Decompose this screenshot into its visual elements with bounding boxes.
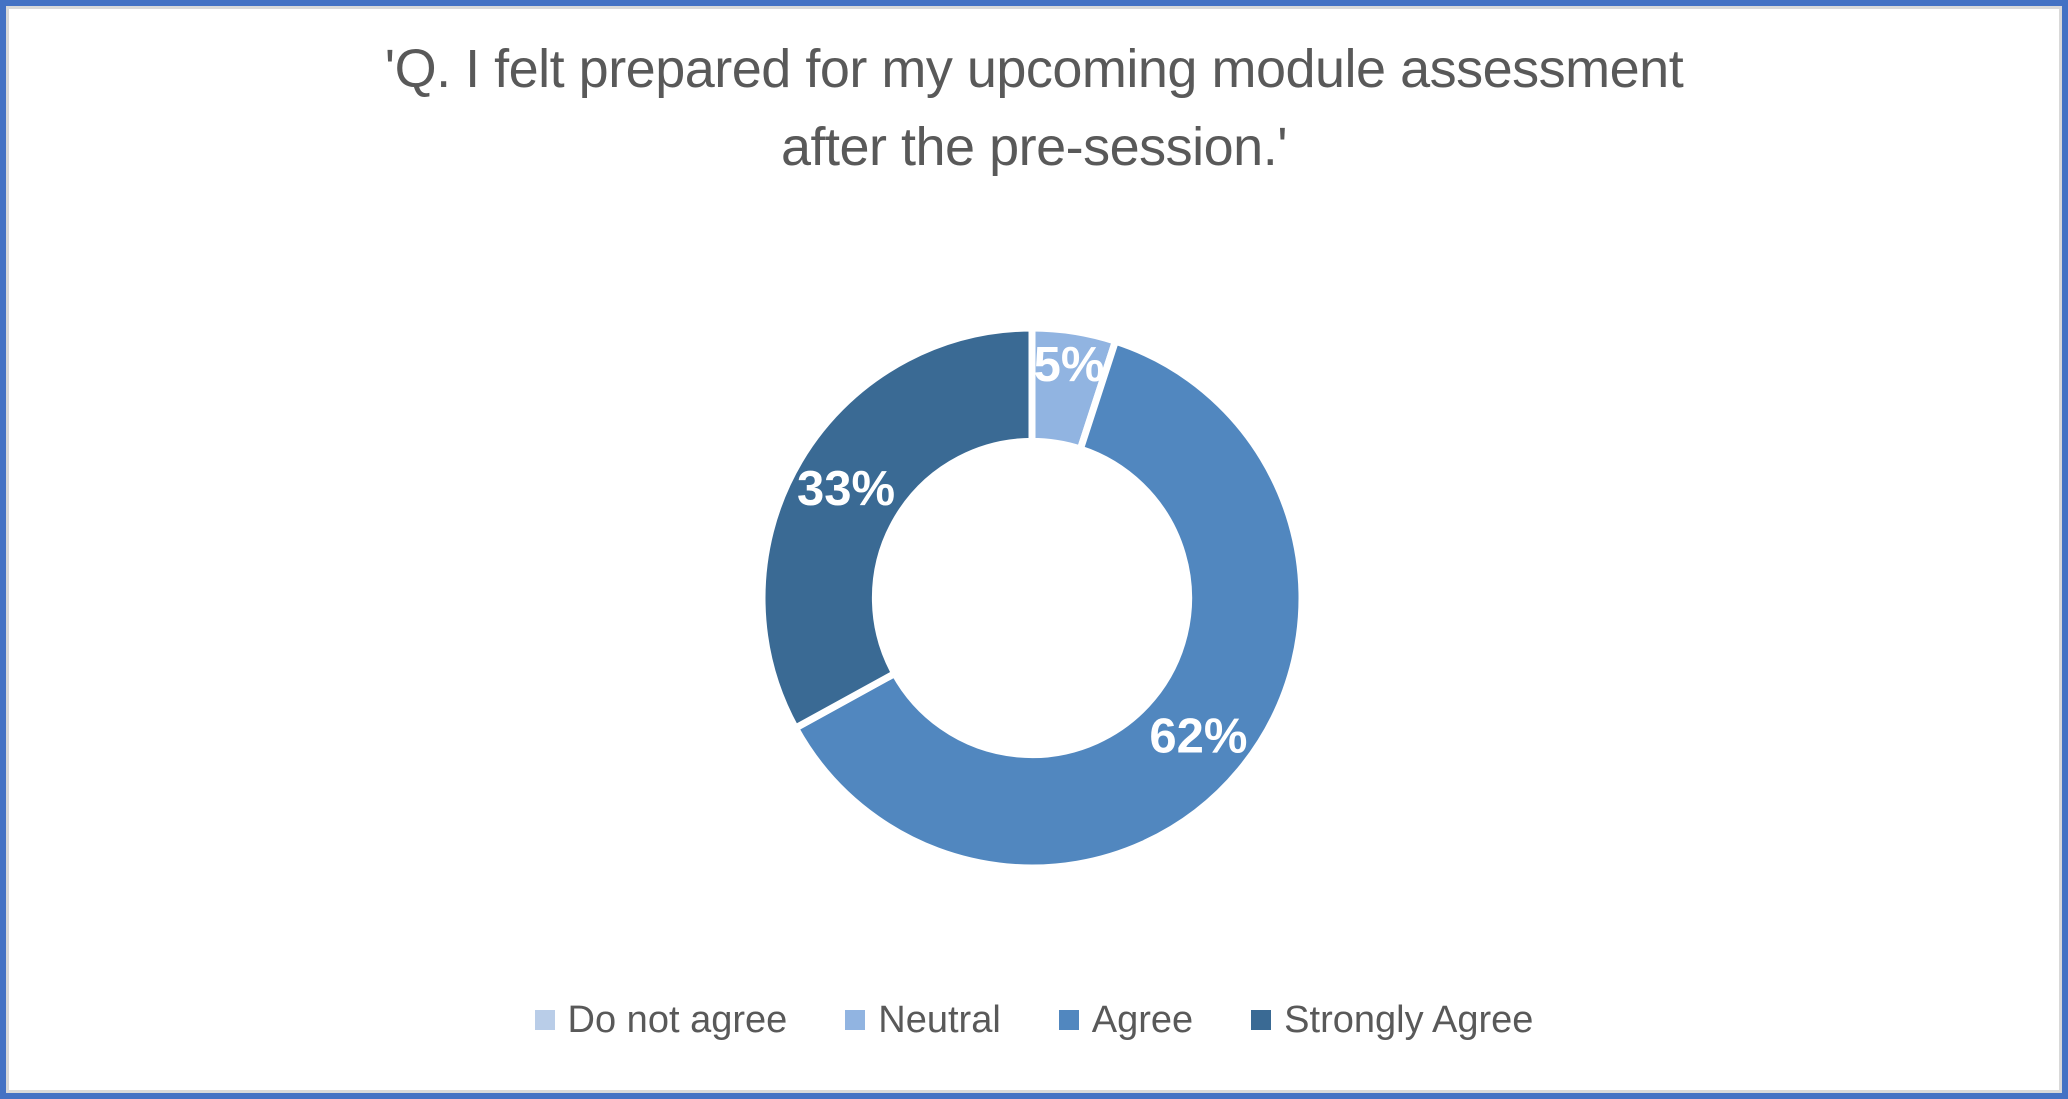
legend-item-do-not-agree[interactable]: Do not agree	[534, 998, 788, 1042]
chart-title-line1: 'Q. I felt prepared for my upcoming modu…	[384, 39, 1684, 99]
donut-slice-strongly-agree[interactable]	[758, 324, 1036, 733]
donut-slice-agree[interactable]	[790, 336, 1306, 872]
legend-item-agree[interactable]: Agree	[1058, 998, 1194, 1042]
legend-swatch-neutral	[845, 1010, 866, 1030]
data-label-neutral: 5%	[1034, 338, 1105, 392]
legend-label-neutral: Neutral	[878, 998, 1001, 1041]
legend-label-do-not-agree: Do not agree	[567, 998, 788, 1041]
legend-label-agree: Agree	[1091, 998, 1194, 1041]
chart-legend: Do not agree Neutral Agree Strongly Agree	[0, 996, 2068, 1044]
donut-chart: 5% 62% 33%	[758, 324, 1306, 872]
legend-swatch-strongly-agree	[1251, 1010, 1272, 1030]
chart-title: 'Q. I felt prepared for my upcoming modu…	[0, 30, 2068, 186]
legend-swatch-do-not-agree	[534, 1010, 555, 1030]
chart-title-line2: after the pre-session.'	[780, 117, 1288, 177]
legend-item-strongly-agree[interactable]: Strongly Agree	[1251, 999, 1533, 1042]
legend-label-strongly-agree: Strongly Agree	[1284, 998, 1534, 1041]
data-label-agree: 62%	[1149, 710, 1247, 764]
data-label-strongly-agree: 33%	[797, 462, 895, 516]
legend-swatch-agree	[1058, 1010, 1079, 1030]
legend-item-neutral[interactable]: Neutral	[845, 999, 1001, 1042]
